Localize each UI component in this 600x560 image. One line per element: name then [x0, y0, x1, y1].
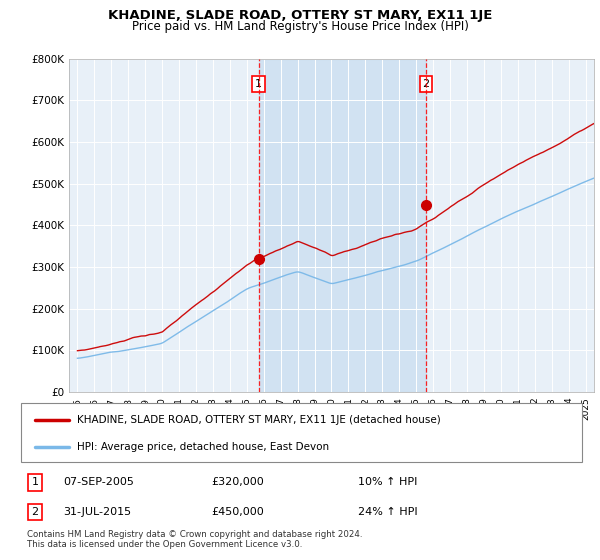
Text: £450,000: £450,000	[212, 507, 265, 517]
Text: 24% ↑ HPI: 24% ↑ HPI	[358, 507, 417, 517]
Text: Price paid vs. HM Land Registry's House Price Index (HPI): Price paid vs. HM Land Registry's House …	[131, 20, 469, 34]
Text: 1: 1	[32, 478, 38, 487]
Text: Contains HM Land Registry data © Crown copyright and database right 2024.
This d: Contains HM Land Registry data © Crown c…	[26, 530, 362, 549]
Text: £320,000: £320,000	[212, 478, 265, 487]
Text: 10% ↑ HPI: 10% ↑ HPI	[358, 478, 417, 487]
Text: 07-SEP-2005: 07-SEP-2005	[63, 478, 134, 487]
Text: HPI: Average price, detached house, East Devon: HPI: Average price, detached house, East…	[77, 442, 329, 452]
Text: 31-JUL-2015: 31-JUL-2015	[63, 507, 131, 517]
Text: KHADINE, SLADE ROAD, OTTERY ST MARY, EX11 1JE (detached house): KHADINE, SLADE ROAD, OTTERY ST MARY, EX1…	[77, 414, 441, 424]
Text: 2: 2	[422, 79, 430, 89]
Bar	[259, 59, 426, 392]
Text: KHADINE, SLADE ROAD, OTTERY ST MARY, EX11 1JE: KHADINE, SLADE ROAD, OTTERY ST MARY, EX1…	[108, 9, 492, 22]
Text: 2: 2	[31, 507, 38, 517]
Text: 1: 1	[255, 79, 262, 89]
